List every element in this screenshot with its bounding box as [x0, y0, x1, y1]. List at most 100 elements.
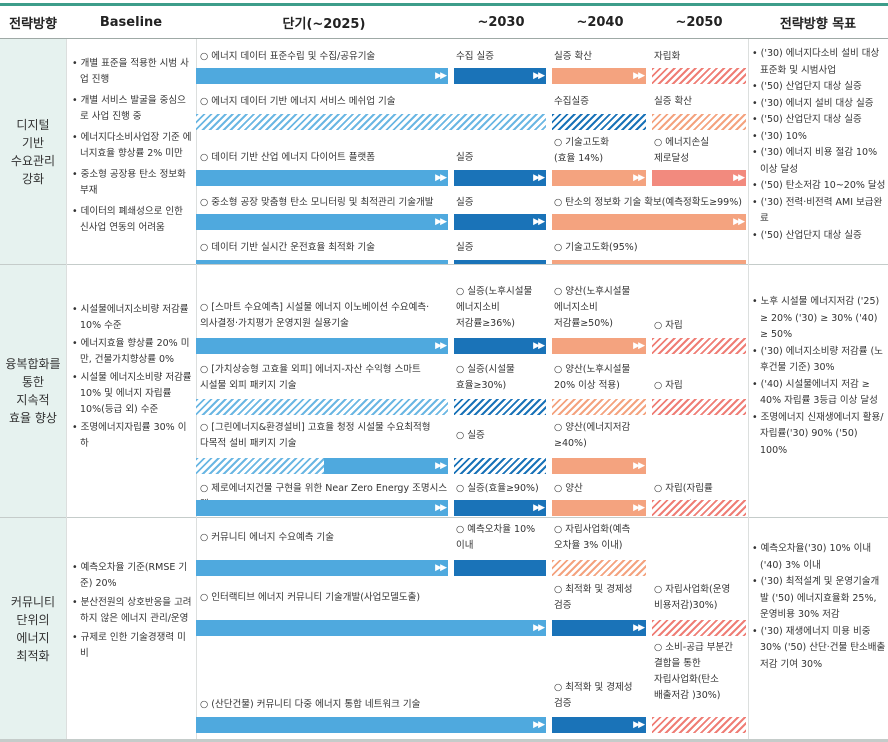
timeline-bar: ▶▶ — [324, 458, 448, 474]
arrow-icon: ▶▶ — [633, 461, 645, 471]
timeline-bar — [552, 399, 646, 415]
baseline-item: • 중소형 공장용 탄소 정보화 부재 — [72, 169, 186, 196]
timeline-bar: ▶▶ — [454, 170, 546, 186]
arrow-icon: ▶▶ — [633, 173, 645, 183]
arrow-icon: ▶▶ — [633, 720, 645, 730]
roadmap-item-2050: ○ 소비-공급 부분간 결합을 통한 자립사업화(탄소 배출저감 )30%) — [654, 642, 733, 701]
header-short-term: 단기(~2025) — [282, 16, 366, 32]
timeline-bar: ▶▶ — [552, 68, 646, 84]
roadmap-item-short: ○ 중소형 공장 맞춤형 탄소 모니터링 및 최적관리 기술개발 — [200, 197, 434, 208]
header-direction: 전략방향 — [9, 16, 57, 32]
arrow-icon: ▶▶ — [533, 217, 545, 227]
roadmap-item-2040: 실증 확산 — [554, 51, 592, 62]
goal-item: • ('50) 산업단지 대상 실증 — [752, 114, 862, 125]
goal-item: • ('30) 에너지 설비 대상 실증 — [752, 97, 874, 109]
arrow-icon: ▶▶ — [733, 217, 745, 227]
arrow-icon: ▶▶ — [435, 503, 447, 513]
arrow-icon: ▶▶ — [633, 71, 645, 81]
timeline-bar: ▶▶ — [196, 620, 546, 636]
timeline-bar: ▶▶ — [652, 170, 746, 186]
goal-item: • ('30) 10% — [752, 130, 807, 142]
roadmap-item-2040: ○ 기술고도화(95%) — [554, 242, 638, 253]
roadmap-item-2030: ○ 실증 — [456, 430, 485, 441]
arrow-icon: ▶▶ — [435, 563, 447, 573]
timeline-bar: ▶▶ — [552, 214, 746, 230]
arrow-icon: ▶▶ — [633, 341, 645, 351]
timeline-bar: ▶▶ — [552, 338, 646, 354]
timeline-bar: ▶▶ — [196, 560, 448, 576]
timeline-bar: ▶▶ — [454, 500, 546, 516]
timeline-bar: ▶▶ — [454, 68, 546, 84]
roadmap-item-short: ○ 인터랙티브 에너지 커뮤니티 기술개발(사업모델도출) — [200, 592, 421, 603]
roadmap-item-2040: ○ 기술고도화 (효율 14%) — [554, 137, 610, 164]
column-divider — [66, 39, 67, 742]
baseline-item: • 시설물에너지소비량 저감률 10% 수준 — [72, 304, 189, 331]
section-divider — [0, 517, 888, 518]
timeline-bar: ▶▶ — [552, 458, 646, 474]
roadmap-item-short: ○ 데이터 기반 산업 에너지 다이어트 플랫폼 — [200, 152, 375, 163]
section-title-community: 커뮤니티 단위의 에너지 최적화 — [10, 594, 56, 663]
baseline-item: • 에너지다소비사업장 기준 에너지효율 향상률 2% 미만 — [72, 132, 192, 159]
timeline-bar: ▶▶ — [196, 500, 448, 516]
baseline-item: • 에너지효율 향상률 20% 미만, 건물가치향상률 0% — [72, 338, 190, 365]
arrow-icon: ▶▶ — [435, 461, 447, 471]
arrow-icon: ▶▶ — [733, 173, 745, 183]
timeline-bar — [454, 458, 546, 474]
arrow-icon: ▶▶ — [435, 341, 447, 351]
baseline-list: • 예측오차율 기준(RMSE 기준) 20% • 분산전원의 상호반응을 고려… — [72, 560, 192, 662]
timeline-bar — [196, 458, 324, 474]
header-2030: ~2030 — [477, 14, 525, 30]
baseline-item: • 분산전원의 상호반응을 고려하지 않은 에너지 관리/운영 — [72, 597, 192, 624]
column-divider — [748, 39, 749, 742]
roadmap-item-2040: ○ 양산(노후시설물 20% 이상 적용) — [554, 364, 631, 391]
roadmap-item-2030: ○ 실증(시설물 효율≥30%) — [456, 364, 515, 391]
arrow-icon: ▶▶ — [533, 623, 545, 633]
baseline-item: • 개별 표준을 적용한 시범 사업 진행 — [72, 58, 189, 85]
header-2050: ~2050 — [675, 14, 723, 30]
goal-item: • ('30) 최적설계 및 운영기술개발 ('50) 에너지효율화 25%, … — [752, 576, 880, 620]
roadmap-item-2050: ○ 자립 — [654, 380, 683, 391]
timeline-bar: ▶▶ — [196, 338, 448, 354]
column-divider — [196, 39, 197, 742]
roadmap-item-2050: 실증 확산 — [654, 96, 692, 107]
roadmap-item-2030: 실증 — [456, 152, 474, 163]
roadmap-item-2030: 실증 — [456, 242, 474, 253]
timeline-bar — [652, 114, 746, 130]
timeline-bar — [552, 260, 746, 264]
goal-item: • ('50) 산업단지 대상 실증 — [752, 229, 862, 241]
header-baseline: Baseline — [99, 14, 163, 30]
baseline-item: • 규제로 인한 기술경쟁력 미비 — [72, 632, 186, 659]
timeline-bar: ▶▶ — [454, 338, 546, 354]
roadmap-item-2050: ○ 자립사업화(운영 비용저감)30%) — [654, 584, 731, 611]
baseline-item: • 시설물 에너지소비량 저감률 10% 및 에너지 자립률 10%(등급 외)… — [72, 372, 192, 415]
timeline-bar: ▶▶ — [552, 620, 646, 636]
top-accent-line — [0, 3, 888, 6]
timeline-bar: ▶▶ — [196, 68, 448, 84]
arrow-icon: ▶▶ — [633, 623, 645, 633]
goal-list: • 예측오차율('30) 10% 이내 ('40) 3% 이내 • ('30) … — [752, 541, 886, 673]
roadmap-item-2040: ○ 양산(에너지저감 ≥40%) — [554, 422, 631, 449]
timeline-bar — [652, 399, 746, 415]
timeline-bar: ▶▶ — [454, 214, 546, 230]
timeline-bar: ▶▶ — [196, 170, 448, 186]
timeline-bar — [652, 68, 746, 84]
roadmap-item-2040: 수집실증 — [554, 96, 589, 107]
goal-item: • 조명에너지 신재생에너지 활용/자립률('30) 90% ('50) 100… — [752, 411, 884, 456]
timeline-bar — [552, 114, 646, 130]
arrow-icon: ▶▶ — [533, 720, 545, 730]
goal-item: • 예측오차율('30) 10% 이내 ('40) 3% 이내 — [752, 543, 872, 571]
roadmap-item-short: ○ 에너지 데이터 기반 에너지 서비스 메쉬업 기술 — [200, 96, 396, 107]
timeline-bar: ▶▶ — [552, 500, 646, 516]
goal-item: • ('50) 산업단지 대상 실증 — [752, 81, 862, 92]
roadmap-item-2040: ○ 양산 — [554, 483, 583, 494]
roadmap-item-2040: ○ 자립사업화(예측 오차율 3% 이내) — [554, 524, 631, 551]
timeline-bar: ▶▶ — [196, 214, 448, 230]
roadmap-item-short: ○ [그린에너지&환경설비] 고효율 청정 시설물 수요최적형 다목적 설비 패… — [200, 422, 431, 449]
arrow-icon: ▶▶ — [435, 217, 447, 227]
baseline-item: • 개별 서비스 발굴을 중심으로 사업 진행 중 — [72, 95, 186, 122]
header-goal: 전략방향 목표 — [779, 16, 857, 32]
goal-item: • ('30) 에너지소비량 저감률 (노후건물 기준) 30% — [752, 345, 883, 374]
timeline-bar: ▶▶ — [196, 717, 546, 733]
timeline-bar — [652, 338, 746, 354]
arrow-icon: ▶▶ — [533, 173, 545, 183]
